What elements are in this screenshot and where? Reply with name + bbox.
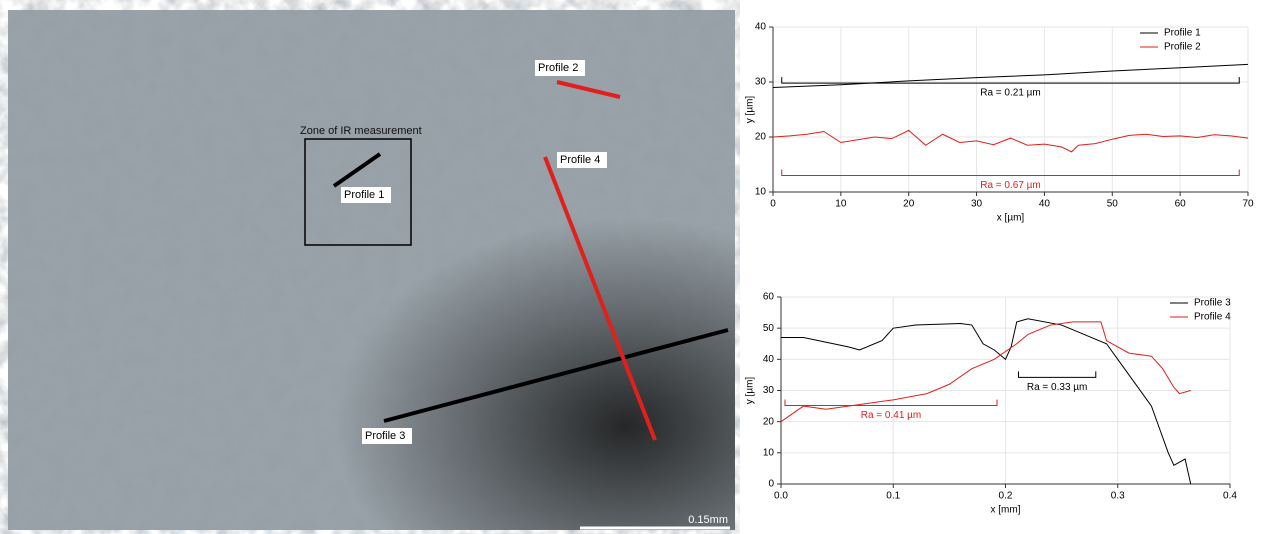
x-tick-label: 10 (835, 199, 847, 210)
scale-label: 0.15mm (688, 514, 728, 526)
legend-label: Profile 4 (1194, 312, 1231, 323)
x-tick-label: 50 (1107, 199, 1119, 210)
y-tick-label: 10 (755, 187, 767, 198)
ra-label: Ra = 0.21 µm (980, 88, 1041, 99)
x-tick-label: 70 (1242, 199, 1254, 210)
x-tick-label: 0 (770, 199, 776, 210)
y-tick-label: 40 (763, 354, 775, 365)
y-tick-label: 20 (763, 416, 775, 427)
y-tick-label: 60 (763, 292, 775, 303)
y-tick-label: 30 (763, 385, 775, 396)
x-tick-label: 0.1 (886, 491, 900, 502)
profile-label: Profile 3 (365, 430, 405, 442)
x-tick-label: 30 (971, 199, 983, 210)
y-tick-label: 50 (763, 323, 775, 334)
x-tick-label: 0.3 (1111, 491, 1125, 502)
y-tick-label: 10 (763, 447, 775, 458)
x-tick-label: 60 (1175, 199, 1187, 210)
x-tick-label: 0.4 (1223, 491, 1237, 502)
micrograph: Zone of IR measurement Profile 1 Profile… (0, 0, 740, 534)
legend-label: Profile 1 (1164, 28, 1201, 39)
y-tick-label: 30 (755, 77, 767, 88)
y-axis-label: y [µm] (745, 377, 756, 405)
legend-label: Profile 2 (1164, 42, 1201, 53)
x-axis-label: x [µm] (997, 213, 1025, 224)
x-tick-label: 0.0 (774, 491, 788, 502)
damage-zone (8, 10, 735, 530)
ra-label: Ra = 0.33 µm (1027, 382, 1088, 393)
figure: Zone of IR measurement Profile 1 Profile… (0, 0, 1261, 534)
x-tick-label: 40 (1039, 199, 1051, 210)
x-tick-label: 0.2 (999, 491, 1013, 502)
y-tick-label: 40 (755, 22, 767, 33)
y-tick-label: 20 (755, 132, 767, 143)
profile-label: Profile 1 (344, 189, 384, 201)
legend-label: Profile 3 (1194, 298, 1231, 309)
zone-label: Zone of IR measurement (300, 125, 422, 137)
x-axis-label: x [mm] (991, 505, 1021, 516)
y-tick-label: 0 (768, 479, 774, 490)
profile-label: Profile 4 (560, 154, 600, 166)
ra-label: Ra = 0.67 µm (980, 180, 1041, 191)
x-tick-label: 20 (903, 199, 915, 210)
y-axis-label: y [µm] (745, 96, 756, 124)
profile-label: Profile 2 (538, 62, 578, 74)
ra-label: Ra = 0.41 µm (861, 410, 922, 421)
